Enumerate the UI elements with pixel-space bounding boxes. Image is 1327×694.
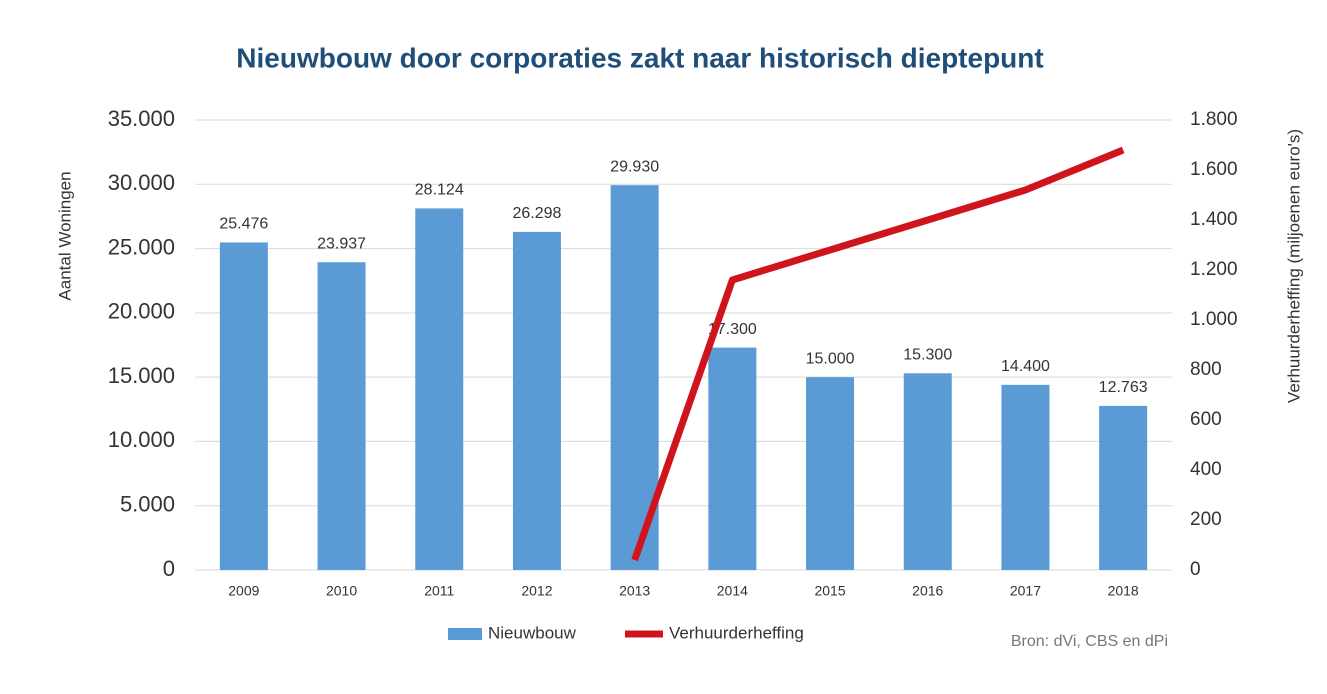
y-tick-label: 35.000 (108, 106, 175, 131)
x-tick-label: 2011 (424, 583, 454, 599)
bar (1001, 384, 1050, 570)
y-tick-label: 0 (163, 556, 175, 581)
bar (317, 262, 366, 570)
data-label: 29.930 (610, 158, 659, 175)
y2-tick-label: 1.400 (1190, 209, 1238, 230)
bar (219, 242, 268, 571)
y2-tick-label: 600 (1190, 409, 1222, 430)
y2-tick-label: 1.600 (1190, 159, 1238, 180)
bar (512, 231, 561, 570)
y-tick-label: 25.000 (108, 234, 175, 259)
y-tick-label: 10.000 (108, 427, 175, 452)
x-tick-label: 2017 (1010, 583, 1041, 599)
line (631, 146, 1125, 562)
data-label: 15.300 (903, 347, 952, 364)
y2-tick-label: 400 (1190, 459, 1222, 480)
x-tick-label: 2013 (619, 583, 650, 599)
bar (806, 377, 855, 570)
y-tick-label: 5.000 (120, 492, 175, 517)
y2-tick-label: 1.200 (1190, 259, 1238, 280)
chart-title: Nieuwbouw door corporaties zakt naar his… (236, 42, 1043, 73)
data-label: 28.124 (415, 182, 464, 199)
data-label: 12.763 (1099, 379, 1148, 396)
bar (903, 373, 952, 570)
data-label: 23.937 (317, 235, 366, 252)
bar (1099, 405, 1148, 570)
bar (708, 347, 757, 570)
data-label: 25.476 (219, 216, 268, 233)
data-label: 15.000 (806, 350, 855, 367)
y-axis-title: Aantal Woningen (55, 171, 74, 300)
y-tick-label: 20.000 (108, 299, 175, 324)
x-tick-label: 2009 (228, 583, 259, 599)
legend-label: Nieuwbouw (488, 623, 577, 642)
x-tick-label: 2010 (326, 583, 357, 599)
y2-tick-label: 200 (1190, 509, 1222, 530)
data-label: 26.298 (512, 205, 561, 222)
bar (415, 208, 464, 571)
x-tick-label: 2014 (717, 583, 748, 599)
y2-tick-label: 800 (1190, 359, 1222, 380)
y-tick-label: 30.000 (108, 170, 175, 195)
y2-tick-label: 1.800 (1190, 109, 1238, 130)
x-tick-label: 2016 (912, 583, 943, 599)
y-tick-label: 15.000 (108, 363, 175, 388)
y2-tick-label: 0 (1190, 559, 1201, 580)
x-tick-label: 2015 (814, 583, 845, 599)
x-tick-label: 2018 (1108, 583, 1139, 599)
legend-label: Verhuurderheffing (669, 623, 804, 642)
source-note: Bron: dVi, CBS en dPi (1011, 633, 1168, 650)
y2-axis-title: Verhuurderheffing (miljoenen euro's) (1284, 129, 1303, 403)
x-tick-label: 2012 (521, 583, 552, 599)
data-label: 14.400 (1001, 358, 1050, 375)
legend-swatch (448, 628, 482, 640)
y2-tick-label: 1.000 (1190, 309, 1238, 330)
